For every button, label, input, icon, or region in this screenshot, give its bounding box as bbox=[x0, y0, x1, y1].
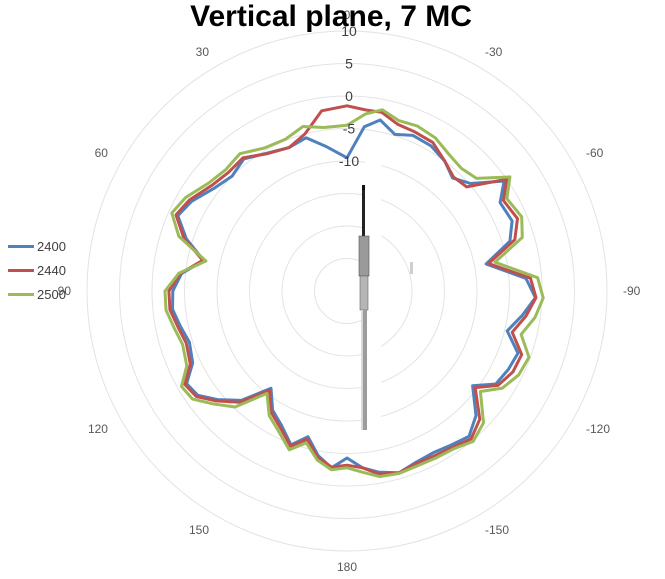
angle-tick-labels: 0 30 60 90 120 150 180 -150 -120 -90 -60 -30 bbox=[58, 8, 641, 574]
series-line-2500 bbox=[163, 108, 545, 479]
legend-label-2500: 2500 bbox=[37, 286, 66, 302]
legend-label-2400: 2400 bbox=[37, 238, 66, 254]
grid-ring bbox=[184, 128, 510, 454]
angle-tick-label: -90 bbox=[623, 284, 641, 298]
series-line-2400 bbox=[171, 118, 537, 475]
antenna-device-image bbox=[358, 150, 413, 440]
angle-tick-label: 30 bbox=[196, 45, 210, 59]
angle-tick-label: 90 bbox=[58, 284, 72, 298]
grid-ring bbox=[86, 30, 608, 552]
grid-ring bbox=[281, 225, 413, 357]
radial-tick-label: -5 bbox=[343, 121, 356, 137]
series-layer bbox=[163, 104, 545, 479]
angle-tick-label: -150 bbox=[485, 523, 509, 537]
radial-tick-label: -10 bbox=[339, 153, 359, 169]
legend-item-2400: 2400 bbox=[8, 234, 66, 258]
grid-ring bbox=[216, 160, 478, 422]
chart-title: Vertical plane, 7 MC bbox=[190, 0, 472, 33]
radial-tick-labels: 10 5 0 -5 -10 bbox=[339, 23, 359, 169]
legend-swatch-2400 bbox=[8, 244, 34, 248]
angle-tick-label: -120 bbox=[586, 422, 610, 436]
angle-tick-label: 180 bbox=[337, 560, 357, 574]
angle-tick-label: 120 bbox=[88, 422, 108, 436]
legend-swatch-2500 bbox=[8, 292, 34, 296]
legend-item-2500: 2500 bbox=[8, 282, 66, 306]
radial-tick-label: 0 bbox=[345, 88, 353, 104]
series-line-2440 bbox=[167, 104, 538, 476]
radial-tick-label: 10 bbox=[341, 23, 357, 39]
angle-tick-label: 0 bbox=[344, 8, 351, 22]
legend-label-2440: 2440 bbox=[37, 262, 66, 278]
legend-swatch-2440 bbox=[8, 268, 34, 272]
angle-tick-label: 60 bbox=[95, 146, 109, 160]
angle-tick-label: 150 bbox=[189, 523, 209, 537]
angle-tick-label: -60 bbox=[586, 146, 604, 160]
angle-tick-label: -30 bbox=[485, 45, 503, 59]
grid-ring bbox=[119, 63, 575, 519]
grid-ring bbox=[249, 193, 445, 389]
polar-grid bbox=[86, 30, 608, 552]
radial-tick-label: 5 bbox=[345, 56, 353, 72]
legend-item-2440: 2440 bbox=[8, 258, 66, 282]
legend: 2400 2440 2500 bbox=[8, 234, 66, 306]
